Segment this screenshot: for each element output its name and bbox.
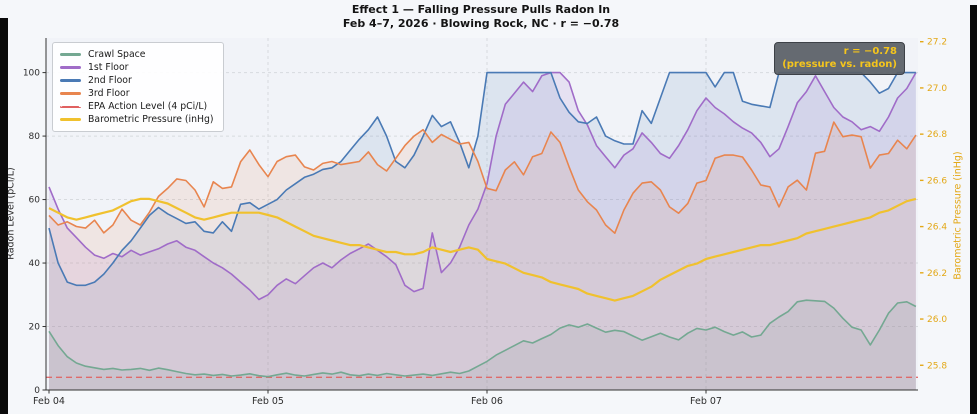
svg-text:26.0: 26.0 (927, 315, 947, 325)
legend-swatch (60, 105, 81, 108)
svg-text:0: 0 (34, 386, 40, 396)
left-tick-labels: 0 20 40 60 80 100 (23, 69, 46, 396)
svg-text:20: 20 (29, 323, 41, 333)
legend-item-2nd-floor: 2nd Floor (60, 74, 214, 87)
svg-text:25.8: 25.8 (927, 361, 947, 371)
correlation-annotation: r = −0.78 (pressure vs. radon) (774, 42, 905, 75)
series-fill-2nd-floor (49, 72, 916, 390)
legend-label: 2nd Floor (88, 75, 132, 86)
legend-label: Crawl Space (88, 49, 146, 60)
series-line-3rd-floor (48, 121, 917, 234)
svg-text:Feb 06: Feb 06 (471, 396, 503, 407)
legend-label: 3rd Floor (88, 88, 130, 99)
legend-item-barometric-pressure-inhg-: Barometric Pressure (inHg) (60, 113, 214, 126)
legend-item-epa-action-level-4-pci-l-: EPA Action Level (4 pCi/L) (60, 100, 214, 113)
x-tick-labels: Feb 04 Feb 05 Feb 06 Feb 07 (33, 390, 722, 407)
desktop-edge-right (970, 5, 977, 414)
correlation-value: r = −0.78 (843, 46, 897, 57)
correlation-caption: (pressure vs. radon) (782, 59, 897, 70)
legend-item-crawl-space: Crawl Space (60, 48, 214, 61)
series-line-2nd-floor (48, 71, 916, 287)
series-fill-3rd-floor (49, 122, 916, 390)
svg-text:26.4: 26.4 (927, 223, 947, 233)
svg-text:40: 40 (29, 259, 41, 269)
svg-text:Feb 04: Feb 04 (33, 396, 65, 407)
svg-text:60: 60 (29, 196, 41, 206)
chart-title-block: Effect 1 — Falling Pressure Pulls Radon … (46, 3, 916, 31)
series-fill-crawl-space (49, 300, 916, 390)
svg-text:26.6: 26.6 (927, 176, 947, 186)
svg-text:100: 100 (23, 69, 40, 79)
chart-subtitle: Feb 4–7, 2026 · Blowing Rock, NC · r = −… (342, 17, 620, 30)
svg-text:Feb 07: Feb 07 (690, 396, 722, 407)
series-line-crawl-space (48, 299, 917, 378)
legend-swatch (60, 79, 81, 82)
legend-label: EPA Action Level (4 pCi/L) (88, 101, 208, 112)
legend: Crawl Space 1st Floor 2nd Floor 3rd Floor EP… (52, 42, 224, 132)
svg-text:Feb 05: Feb 05 (252, 396, 284, 407)
series-line-barometric-pressure (48, 197, 917, 302)
legend-item-3rd-floor: 3rd Floor (60, 87, 214, 100)
svg-text:80: 80 (29, 132, 41, 142)
legend-swatch (60, 66, 81, 69)
desktop-edge-left (0, 18, 8, 414)
right-tick-labels: 25.8 26.0 26.2 26.4 26.6 26.8 27.0 27.2 (920, 38, 947, 371)
svg-text:26.8: 26.8 (927, 130, 947, 140)
svg-text:27.2: 27.2 (927, 38, 947, 48)
legend-swatch (60, 92, 81, 95)
chart-title: Effect 1 — Falling Pressure Pulls Radon … (351, 3, 611, 16)
svg-text:26.2: 26.2 (927, 269, 947, 279)
legend-label: Barometric Pressure (inHg) (88, 114, 214, 125)
legend-swatch (60, 118, 81, 121)
legend-item-1st-floor: 1st Floor (60, 61, 214, 74)
series-fill-1st-floor (49, 72, 916, 390)
series-line-1st-floor (48, 71, 917, 301)
svg-text:27.0: 27.0 (927, 84, 947, 94)
legend-swatch (60, 53, 81, 56)
legend-label: 1st Floor (88, 62, 129, 73)
right-axis-title: Barometric Pressure (inHg) (952, 151, 964, 280)
